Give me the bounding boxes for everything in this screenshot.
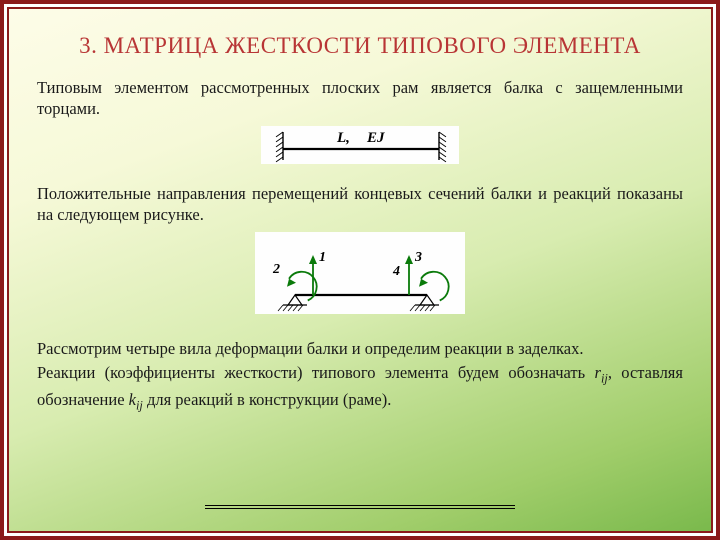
figure-2-container: 1 3 2 4: [37, 232, 683, 319]
svg-text:L,: L,: [336, 130, 350, 146]
para3-line1: Рассмотрим четыре вила деформации балки …: [37, 339, 583, 358]
outer-border: 3. МАТРИЦА ЖЕСТКОСТИ ТИПОВОГО ЭЛЕМЕНТА Т…: [0, 0, 720, 540]
symbol-k: k: [129, 390, 136, 409]
para3-part-b1: Реакции (коэффициенты жесткости) типовог…: [37, 363, 595, 382]
footer-divider: [205, 505, 515, 509]
figure-beam-directions: 1 3 2 4: [255, 232, 465, 314]
figure-beam-fixed: L, EJ: [261, 126, 459, 164]
figure-1-container: L, EJ: [37, 126, 683, 169]
svg-text:3: 3: [414, 250, 422, 265]
subscript-rij: ij: [601, 371, 608, 385]
subscript-kij: ij: [136, 398, 143, 412]
page-title: 3. МАТРИЦА ЖЕСТКОСТИ ТИПОВОГО ЭЛЕМЕНТА: [37, 33, 683, 59]
svg-text:1: 1: [319, 250, 326, 265]
paragraph-3: Рассмотрим четыре вила деформации балки …: [37, 337, 683, 415]
svg-text:2: 2: [272, 262, 280, 277]
paragraph-1: Типовым элементом рассмотренных плоских …: [37, 77, 683, 120]
paragraph-2: Положительные направления перемещений ко…: [37, 183, 683, 226]
svg-text:4: 4: [392, 264, 400, 279]
svg-text:EJ: EJ: [366, 130, 385, 146]
para3-part-b3: для реакций в конструкции (раме).: [143, 390, 391, 409]
inner-border: 3. МАТРИЦА ЖЕСТКОСТИ ТИПОВОГО ЭЛЕМЕНТА Т…: [7, 7, 713, 533]
